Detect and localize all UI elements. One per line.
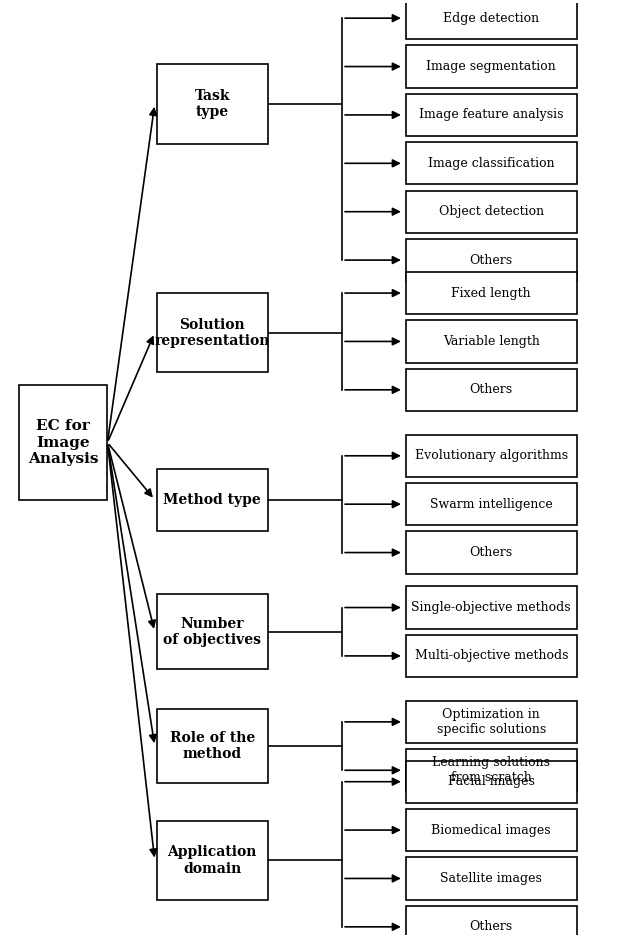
Text: Others: Others <box>470 920 513 933</box>
Text: Others: Others <box>470 253 513 266</box>
FancyBboxPatch shape <box>406 434 577 477</box>
Text: Others: Others <box>470 546 513 559</box>
Text: Optimization in
specific solutions: Optimization in specific solutions <box>436 708 546 736</box>
Text: Swarm intelligence: Swarm intelligence <box>430 498 553 510</box>
Text: Task
type: Task type <box>195 89 230 119</box>
FancyBboxPatch shape <box>406 857 577 900</box>
Text: Object detection: Object detection <box>439 205 544 219</box>
FancyBboxPatch shape <box>406 369 577 411</box>
Text: Method type: Method type <box>163 492 261 507</box>
Text: Variable length: Variable length <box>443 335 540 348</box>
FancyBboxPatch shape <box>406 749 577 792</box>
FancyBboxPatch shape <box>157 65 268 144</box>
Text: Image classification: Image classification <box>428 157 555 170</box>
Text: Image feature analysis: Image feature analysis <box>419 109 564 121</box>
Text: Biomedical images: Biomedical images <box>431 824 551 837</box>
Text: Solution
representation: Solution representation <box>154 318 270 348</box>
FancyBboxPatch shape <box>157 293 268 372</box>
FancyBboxPatch shape <box>406 0 577 39</box>
FancyBboxPatch shape <box>406 809 577 851</box>
Text: Multi-objective methods: Multi-objective methods <box>415 649 568 662</box>
FancyBboxPatch shape <box>157 469 268 531</box>
Text: EC for
Image
Analysis: EC for Image Analysis <box>28 419 99 466</box>
FancyBboxPatch shape <box>406 272 577 314</box>
Text: Satellite images: Satellite images <box>440 872 542 885</box>
FancyBboxPatch shape <box>406 906 577 938</box>
Text: Evolutionary algorithms: Evolutionary algorithms <box>415 449 568 462</box>
FancyBboxPatch shape <box>157 595 268 669</box>
FancyBboxPatch shape <box>157 821 268 900</box>
FancyBboxPatch shape <box>19 386 108 500</box>
Text: Number
of objectives: Number of objectives <box>163 616 261 647</box>
Text: Single-objective methods: Single-objective methods <box>412 601 571 614</box>
Text: Others: Others <box>470 384 513 397</box>
FancyBboxPatch shape <box>406 239 577 281</box>
FancyBboxPatch shape <box>406 45 577 87</box>
Text: Application
domain: Application domain <box>168 845 257 875</box>
Text: Role of the
method: Role of the method <box>170 731 255 761</box>
FancyBboxPatch shape <box>406 94 577 136</box>
Text: Learning solutions
from scratch: Learning solutions from scratch <box>432 756 550 784</box>
Text: Edge detection: Edge detection <box>444 11 540 24</box>
Text: Image segmentation: Image segmentation <box>426 60 556 73</box>
Text: Fixed length: Fixed length <box>451 286 531 299</box>
FancyBboxPatch shape <box>406 143 577 185</box>
FancyBboxPatch shape <box>406 586 577 628</box>
FancyBboxPatch shape <box>406 483 577 525</box>
FancyBboxPatch shape <box>406 321 577 363</box>
FancyBboxPatch shape <box>406 532 577 574</box>
FancyBboxPatch shape <box>157 709 268 783</box>
FancyBboxPatch shape <box>406 635 577 677</box>
FancyBboxPatch shape <box>406 761 577 803</box>
Text: Facial images: Facial images <box>448 775 535 788</box>
FancyBboxPatch shape <box>406 701 577 743</box>
FancyBboxPatch shape <box>406 190 577 233</box>
